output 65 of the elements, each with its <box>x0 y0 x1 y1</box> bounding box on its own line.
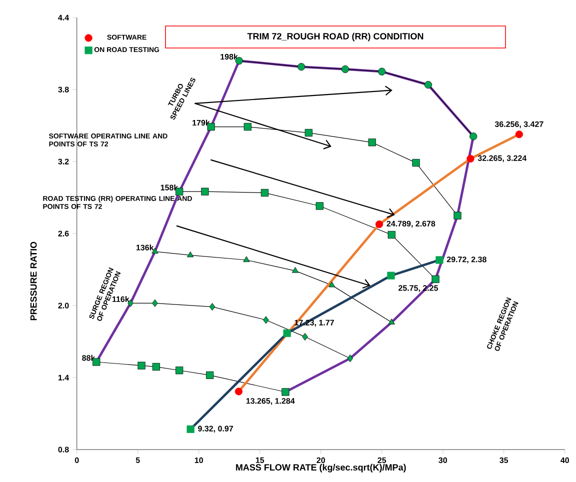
x-tick-label: 35 <box>500 457 508 464</box>
y-tick-label: 0.8 <box>58 446 69 452</box>
x-tick-label: 40 <box>560 457 569 464</box>
y-tick-label: 4.4 <box>58 14 70 20</box>
point <box>515 130 523 138</box>
point <box>138 362 146 370</box>
point <box>328 281 336 288</box>
point <box>186 425 194 433</box>
data-label: 24.789, 2.678 <box>386 220 436 228</box>
point <box>260 188 269 197</box>
data-label: 36.256, 3.427 <box>494 121 544 128</box>
x-axis-title: MASS FLOW RATE (kg/sec.sqrt(K)/MPa) <box>236 464 406 472</box>
point <box>454 212 462 220</box>
series-label: 136k <box>136 244 154 250</box>
data-label: 29.72, 2.38 <box>446 256 486 264</box>
data-label: 32.265, 3.224 <box>478 155 527 162</box>
y-tick-label: 1.4 <box>58 374 70 380</box>
point <box>176 366 184 374</box>
y-axis-title: PRESSURE RATIO <box>30 242 37 320</box>
point <box>432 275 440 283</box>
point <box>302 332 308 341</box>
point <box>209 302 216 311</box>
point <box>187 251 194 258</box>
point <box>206 371 214 379</box>
point <box>283 329 291 337</box>
point <box>152 299 158 307</box>
point <box>375 220 384 228</box>
data-label: 13.265, 1.284 <box>246 398 295 405</box>
point <box>244 122 252 131</box>
data-label: 9.32, 0.97 <box>198 426 233 433</box>
point <box>466 154 474 163</box>
x-tick-label: 25 <box>378 457 386 464</box>
point <box>347 354 354 362</box>
point <box>378 68 386 76</box>
point <box>304 128 312 137</box>
point <box>387 272 395 280</box>
point <box>436 256 444 264</box>
point <box>316 202 324 210</box>
point <box>263 316 269 324</box>
point <box>412 158 420 167</box>
x-tick-label: 30 <box>438 457 447 464</box>
y-tick-label: 2.6 <box>58 230 69 236</box>
y-tick-label: 3.8 <box>58 86 69 92</box>
y-tick-label: 2.0 <box>58 302 69 308</box>
point <box>152 362 160 371</box>
point <box>292 266 299 273</box>
point <box>470 132 478 140</box>
x-tick-label: 10 <box>194 457 203 464</box>
y-tick-label: 3.2 <box>58 158 69 164</box>
point <box>368 138 376 146</box>
point <box>243 256 250 262</box>
text: TRIM 72_ROUGH ROAD (RR) CONDITION <box>247 32 424 42</box>
point <box>424 80 432 89</box>
x-tick-label: 15 <box>256 457 264 463</box>
series-label: 198k <box>220 54 238 60</box>
x-tick-label: 5 <box>136 457 140 463</box>
point <box>234 388 242 396</box>
x-tick-label: 0 <box>74 457 79 464</box>
x-tick-label: 20 <box>316 457 325 464</box>
point <box>201 188 209 196</box>
point <box>341 65 350 73</box>
point <box>388 318 395 324</box>
point <box>282 388 290 396</box>
point <box>298 62 306 71</box>
point <box>388 230 396 239</box>
